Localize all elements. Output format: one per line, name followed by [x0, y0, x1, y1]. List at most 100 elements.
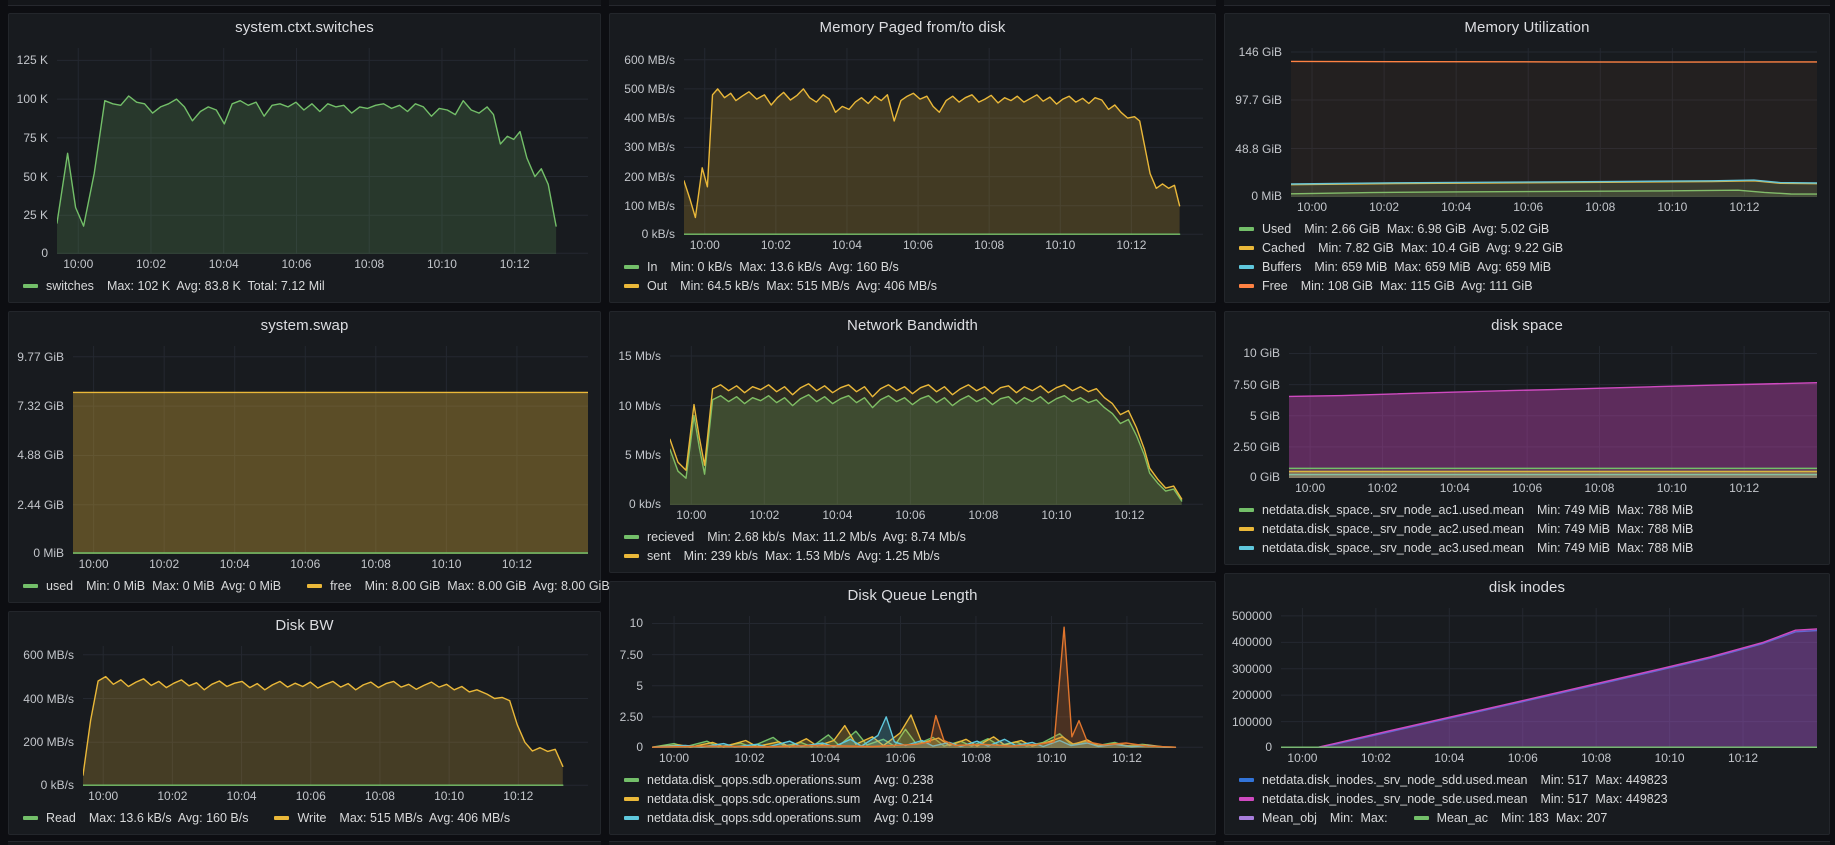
legend-row: netdata.disk_space._srv_node_ac2.used.me… [1239, 519, 1719, 538]
x-axis-label: 10:06 [1513, 200, 1544, 214]
panel-disk_space: disk space 0 GiB 2.50 GiB 5 GiB 7.50 GiB 10 G… [1224, 311, 1830, 565]
y-axis-label: 200 MB/s [624, 169, 675, 184]
panel-mem_paged: Memory Paged from/to disk 0 kB/s 100 MB/s 2… [609, 13, 1216, 303]
legend-row: Cached Min: 7.82 GiB Max: 10.4 GiB Avg: 9… [1239, 238, 1589, 257]
series-color-swatch-icon[interactable] [1239, 507, 1254, 512]
panel-title[interactable]: Memory Paged from/to disk [819, 19, 1006, 36]
legend-label[interactable]: netdata.disk_qops.sdc.operations.sum [647, 791, 861, 806]
series-color-swatch-icon[interactable] [23, 815, 38, 820]
x-axis-label: 10:12 [503, 789, 534, 803]
y-axis-label: 2.50 GiB [1233, 439, 1280, 454]
series-color-swatch-icon[interactable] [1413, 815, 1429, 820]
legend-item: In Min: 0 kB/s Max: 13.6 kB/s Avg: 160 B/… [624, 260, 899, 274]
legend-label[interactable]: Buffers [1262, 259, 1302, 274]
legend-label[interactable]: Mean_obj [1262, 810, 1317, 825]
series-color-swatch-icon[interactable] [23, 583, 38, 588]
y-axis-label: 7.50 [619, 647, 643, 662]
y-axis-label: 0 [41, 246, 48, 261]
legend-label[interactable]: used [46, 578, 74, 593]
series-color-swatch-icon[interactable] [1239, 264, 1254, 269]
y-axis-label: 10 GiB [1243, 346, 1280, 361]
legend-stats: Max: 102 K Avg: 83.8 K Total: 7.12 Mil [106, 278, 325, 293]
legend-label[interactable]: netdata.disk_space._srv_node_ac3.used.me… [1262, 540, 1524, 555]
legend-label[interactable]: Mean_ac [1436, 810, 1488, 825]
panel-swap: system.swap 0 MiB 2.44 GiB 4.88 GiB 7.32 GiB… [8, 311, 610, 603]
x-axis-label: 10:08 [360, 557, 391, 571]
legend-label[interactable]: Write [297, 810, 327, 825]
series-color-swatch-icon[interactable] [624, 534, 639, 539]
x-axis-label: 10:12 [1729, 200, 1760, 214]
panel-title[interactable]: system.swap [260, 317, 349, 334]
x-axis-label: 10:00 [659, 751, 690, 765]
x-axis-label: 10:06 [295, 789, 326, 803]
y-axis-label: 75 K [23, 130, 48, 145]
y-axis-label: 25 K [23, 208, 48, 223]
y-axis-label: 400 MB/s [624, 111, 675, 126]
series-color-swatch-icon[interactable] [1239, 815, 1254, 820]
series-color-swatch-icon[interactable] [624, 815, 639, 820]
x-axis-label: 10:06 [1507, 751, 1538, 765]
y-axis-label: 15 Mb/s [618, 348, 661, 363]
panel-title[interactable]: Disk BW [275, 617, 334, 634]
series-color-swatch-icon[interactable] [23, 283, 38, 288]
series-color-swatch-icon[interactable] [624, 553, 639, 558]
series-color-swatch-icon[interactable] [624, 777, 639, 782]
legend-label[interactable]: Cached [1262, 240, 1306, 255]
legend-label[interactable]: Out [647, 278, 668, 293]
legend-stats: Min: 2.68 kb/s Max: 11.2 Mb/s Avg: 8.74 … [707, 529, 966, 544]
legend-label[interactable]: Read [46, 810, 76, 825]
series-color-swatch-icon[interactable] [274, 815, 290, 820]
legend-label[interactable]: Free [1262, 278, 1288, 293]
series-color-swatch-icon[interactable] [624, 264, 639, 269]
series-color-swatch-icon[interactable] [1239, 777, 1254, 782]
series-color-swatch-icon[interactable] [1239, 545, 1254, 550]
legend-row: netdata.disk_inodes._srv_node_sdd.used.m… [1239, 770, 1694, 789]
legend-label[interactable]: Used [1262, 221, 1292, 236]
panel-title[interactable]: disk inodes [1488, 579, 1566, 596]
panel-title[interactable]: Network Bandwidth [847, 317, 978, 334]
legend-label[interactable]: switches [46, 278, 94, 293]
x-axis-label: 10:04 [208, 257, 239, 271]
series-color-swatch-icon[interactable] [1239, 283, 1254, 288]
series-color-swatch-icon[interactable] [624, 283, 639, 288]
x-axis-label: 10:00 [1297, 200, 1328, 214]
legend-label[interactable]: In [647, 259, 658, 274]
series-color-swatch-icon[interactable] [1239, 245, 1254, 250]
series-color-swatch-icon[interactable] [624, 796, 639, 801]
panel-title[interactable]: disk space [1491, 317, 1563, 334]
series-color-swatch-icon[interactable] [1239, 796, 1254, 801]
partial-panel-bottom-0 [8, 841, 601, 845]
y-axis-label: 0 [1265, 740, 1272, 755]
legend-row: Read Max: 13.6 kB/s Avg: 160 B/s Write Max:… [23, 808, 536, 827]
legend-row: Used Min: 2.66 GiB Max: 6.98 GiB Avg: 5.0… [1239, 219, 1575, 238]
legend-item: netdata.disk_inodes._srv_node_sde.used.m… [1239, 792, 1668, 806]
series-color-swatch-icon[interactable] [307, 583, 323, 588]
x-axis-label: 10:10 [1654, 751, 1685, 765]
legend-label[interactable]: recieved [647, 529, 695, 544]
panel-title[interactable]: Disk Queue Length [847, 587, 978, 604]
legend-label[interactable]: sent [647, 548, 671, 563]
legend-row: sent Min: 239 kb/s Max: 1.53 Mb/s Avg: 1.… [624, 546, 966, 565]
y-axis-label: 146 GiB [1238, 44, 1282, 59]
legend-label[interactable]: netdata.disk_inodes._srv_node_sde.used.m… [1262, 791, 1528, 806]
y-axis-label: 4.88 GiB [17, 448, 64, 463]
legend-stats: Min: 517 Max: 449823 [1540, 791, 1668, 806]
legend-label[interactable]: netdata.disk_space._srv_node_ac2.used.me… [1262, 521, 1524, 536]
x-axis-label: 10:10 [1657, 200, 1688, 214]
legend-label[interactable]: netdata.disk_qops.sdb.operations.sum [647, 772, 862, 787]
legend-label[interactable]: netdata.disk_space._srv_node_ac1.used.me… [1262, 502, 1524, 517]
panel-disk_bw: Disk BW 0 kB/s 200 MB/s 400 MB/s 600 MB/s 10:… [8, 611, 601, 835]
series-color-swatch-icon[interactable] [1239, 226, 1254, 231]
y-axis-label: 97.7 GiB [1235, 92, 1282, 107]
legend-stats: Avg: 0.199 [874, 810, 934, 825]
x-axis-label: 10:12 [1729, 481, 1760, 495]
y-axis-label: 600 MB/s [624, 52, 675, 67]
legend-item: Mean_obj Min: Max: [1239, 811, 1388, 825]
legend-label[interactable]: netdata.disk_qops.sdd.operations.sum [647, 810, 862, 825]
legend-label[interactable]: free [330, 578, 352, 593]
panel-title[interactable]: Memory Utilization [1464, 19, 1590, 36]
panel-title[interactable]: system.ctxt.switches [235, 19, 374, 36]
legend-label[interactable]: netdata.disk_inodes._srv_node_sdd.used.m… [1262, 772, 1528, 787]
series-color-swatch-icon[interactable] [1239, 526, 1254, 531]
